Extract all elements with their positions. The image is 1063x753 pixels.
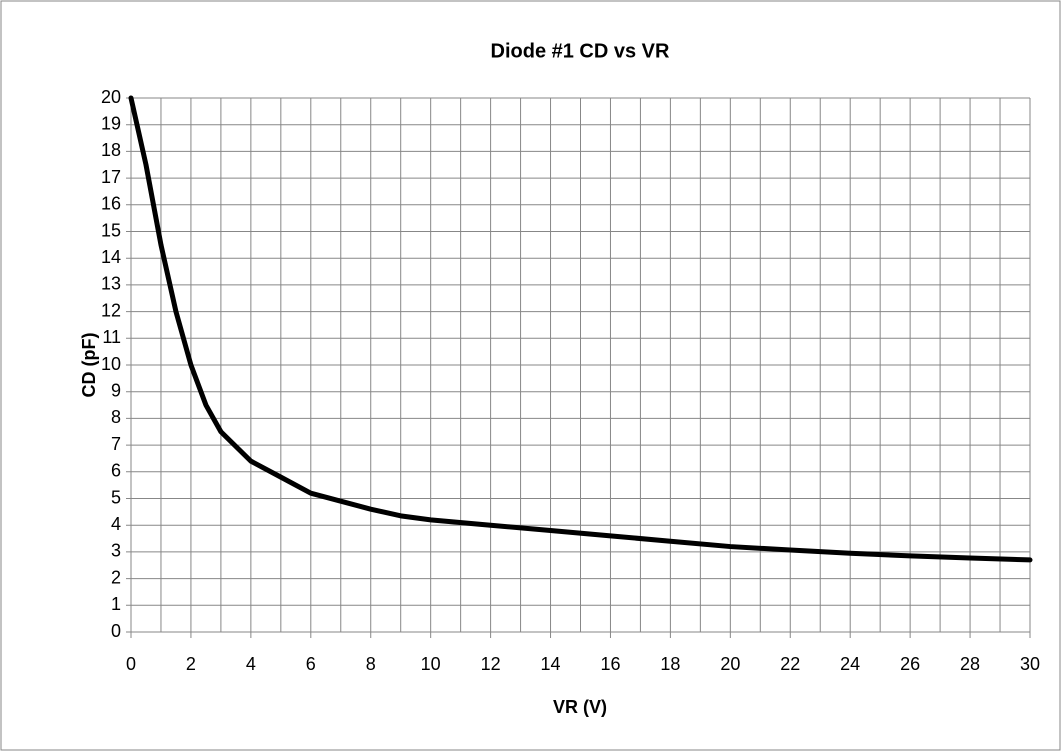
x-tick-label: 0	[126, 654, 136, 674]
y-tick-label: 11	[102, 327, 121, 347]
y-tick-label: 10	[101, 354, 121, 374]
y-tick-label: 2	[111, 567, 121, 587]
x-tick-label: 22	[780, 654, 800, 674]
x-tick-label: 6	[306, 654, 316, 674]
y-tick-label: 15	[101, 220, 121, 240]
x-tick-label: 14	[541, 654, 561, 674]
x-tick-label: 8	[366, 654, 376, 674]
y-axis-label: CD (pF)	[79, 333, 99, 398]
y-tick-label: 1	[111, 594, 121, 614]
x-axis-label: VR (V)	[553, 697, 607, 717]
y-tick-label: 6	[111, 461, 121, 481]
y-tick-label: 5	[111, 487, 121, 507]
x-tick-label: 10	[421, 654, 441, 674]
data-line	[128, 95, 1033, 563]
x-tick-label: 26	[900, 654, 920, 674]
x-tick-label: 24	[840, 654, 860, 674]
y-tick-label: 12	[101, 300, 121, 320]
y-tick-label: 16	[101, 194, 121, 214]
x-tick-label: 2	[186, 654, 196, 674]
x-tick-label: 4	[246, 654, 256, 674]
x-tick-label: 30	[1020, 654, 1040, 674]
y-tick-label: 19	[101, 113, 121, 133]
y-tick-label: 17	[101, 167, 121, 187]
x-tick-label: 12	[481, 654, 501, 674]
x-tick-label: 16	[600, 654, 620, 674]
y-tick-label: 20	[101, 87, 121, 107]
x-tick-label: 20	[720, 654, 740, 674]
y-tick-label: 0	[111, 621, 121, 641]
y-tick-label: 9	[111, 380, 121, 400]
chart-title: Diode #1 CD vs VR	[491, 40, 671, 62]
x-tick-label: 18	[660, 654, 680, 674]
y-tick-label: 14	[101, 247, 121, 267]
y-tick-label: 4	[111, 514, 121, 534]
x-tick-label: 28	[960, 654, 980, 674]
y-tick-label: 3	[111, 541, 121, 561]
y-tick-label: 18	[101, 140, 121, 160]
y-tick-label: 8	[111, 407, 121, 427]
y-tick-label: 13	[101, 274, 121, 294]
y-tick-label: 7	[111, 434, 121, 454]
